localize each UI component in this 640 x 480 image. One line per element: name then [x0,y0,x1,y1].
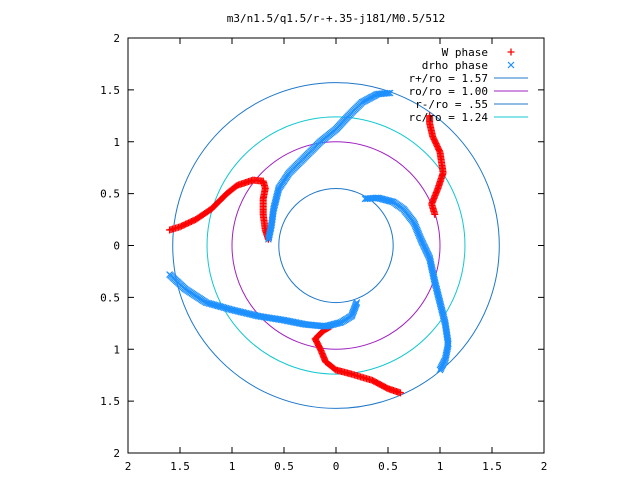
x-tick-label: 1 [229,460,236,473]
chart-title: m3/n1.5/q1.5/r-+.35-j181/M0.5/512 [227,12,446,25]
drho-phase-point [436,366,444,374]
x-tick-label: 0.5 [378,460,398,473]
x-tick-label: 1.5 [170,460,190,473]
y-tick-label: 0.5 [100,291,120,304]
legend-item: W phase [442,46,515,59]
y-tick-label: 0.5 [100,188,120,201]
x-tick-label: 1 [437,460,444,473]
legend-item: drho phase [422,59,515,72]
radius-circle-2 [278,187,394,304]
x-tick-label: 0.5 [274,460,294,473]
x-tick-label: 2 [125,460,132,473]
radius-circle-3 [206,116,466,375]
x-tick-label: 0 [333,460,340,473]
series-arm-2 [311,322,404,397]
legend-label: W phase [442,46,488,59]
legend-item: r-/ro = .55 [415,98,528,111]
legend-marker-x [507,61,515,69]
radius-circle-0 [172,82,500,409]
phase-series [166,89,452,397]
x-tick-label: 1.5 [482,460,502,473]
legend-label: r-/ro = .55 [415,98,488,111]
y-tick-label: 2 [113,447,120,460]
series-w-phase [166,112,447,397]
legend-label: r+/ro = 1.57 [409,72,488,85]
y-tick-label: 1 [113,136,120,149]
legend-label: ro/ro = 1.00 [409,85,488,98]
legend-label: rc/ro = 1.24 [409,111,489,124]
series-arm-1 [426,112,447,218]
y-tick-label: 2 [113,32,120,45]
legend-label: drho phase [422,59,488,72]
w-phase-point [426,112,434,120]
drho-phase-point [353,299,361,306]
radius-circles [172,82,500,409]
y-tick-label: 1.5 [100,395,120,408]
series-arm-2 [166,271,361,330]
legend-item: r+/ro = 1.57 [409,72,528,85]
drho-phase-point [386,89,394,97]
series-arm-1 [361,194,452,374]
y-tick-label: 0 [113,240,120,253]
legend-item: ro/ro = 1.00 [409,85,528,98]
series-arm-0 [264,89,394,243]
y-tick-label: 1 [113,343,120,356]
drho-phase-point [385,89,392,97]
y-tick-label: 1.5 [100,84,120,97]
legend-marker-plus [507,48,515,56]
x-tick-label: 2 [541,460,548,473]
legend-item: rc/ro = 1.24 [409,111,528,124]
radius-circle-1 [231,141,441,350]
series-drho-phase [166,89,452,374]
series-arm-0 [166,176,272,243]
